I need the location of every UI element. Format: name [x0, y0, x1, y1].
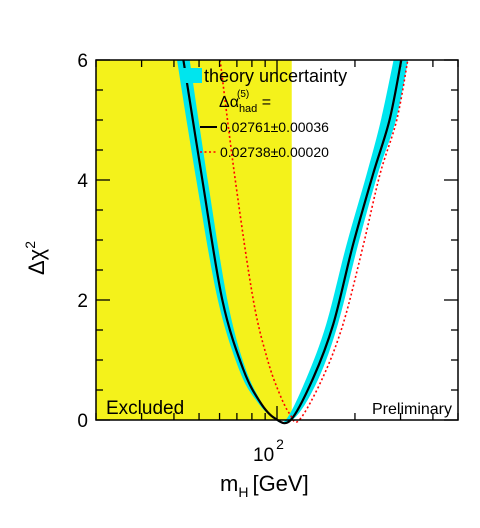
y-tick-label-0: 0 — [77, 411, 88, 432]
legend-alpha-superscript: (5) — [237, 89, 249, 100]
x-axis-title: mH [GeV] — [220, 471, 309, 500]
legend-entry-black: 0.02761±0.00036 — [220, 119, 329, 135]
legend-entry-red: 0.02738±0.00020 — [220, 144, 329, 160]
legend-band-label: theory uncertainty — [204, 66, 347, 86]
y-tick-label-2: 2 — [77, 291, 88, 312]
legend-band-swatch — [181, 68, 202, 83]
y-axis-title: Δχ2 — [22, 241, 49, 275]
x-tick-label-100: 102 — [253, 436, 284, 466]
y-tick-label-6: 6 — [77, 51, 88, 72]
preliminary-label: Preliminary — [372, 401, 452, 418]
y-tick-label-4: 4 — [77, 171, 88, 192]
excluded-region-label: Excluded — [106, 398, 184, 419]
